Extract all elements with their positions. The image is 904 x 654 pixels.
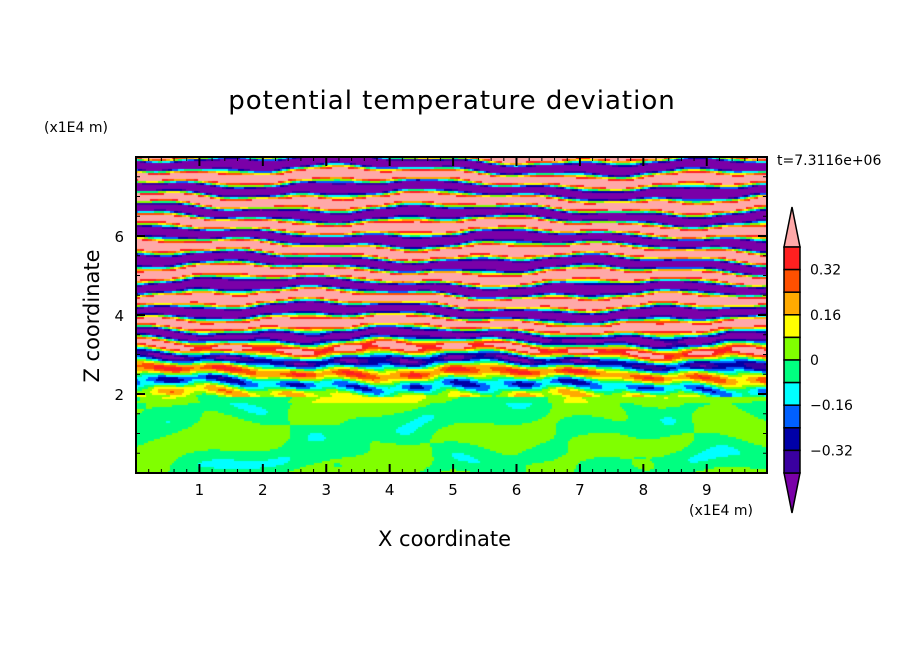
colorbar-upper-extension xyxy=(783,206,801,248)
colorbar-swatch xyxy=(783,291,801,316)
colorbar-swatch xyxy=(783,427,801,452)
plot-frame xyxy=(135,156,768,474)
colorbar-swatch xyxy=(783,246,801,271)
x-axis-label: X coordinate xyxy=(378,527,512,551)
x-unit-label: (x1E4 m) xyxy=(689,503,753,519)
colorbar-swatch xyxy=(783,268,801,293)
x-tick-label: 4 xyxy=(385,481,395,499)
x-tick-label: 9 xyxy=(702,481,712,499)
colorbar-swatch xyxy=(783,359,801,384)
time-label: t=7.3116e+06 xyxy=(777,153,882,169)
x-tick-label: 1 xyxy=(195,481,205,499)
x-tick-label: 6 xyxy=(512,481,522,499)
colorbar-label: 0.16 xyxy=(810,308,841,324)
colorbar-lower-extension xyxy=(783,472,801,514)
x-tick-label: 8 xyxy=(639,481,649,499)
heatmap-field xyxy=(136,157,767,473)
y-tick-label: 4 xyxy=(114,307,124,325)
colorbar-label: −0.32 xyxy=(810,443,853,459)
chart-title: potential temperature deviation xyxy=(228,86,676,116)
colorbar-label: 0 xyxy=(810,353,819,369)
x-tick-label: 2 xyxy=(258,481,268,499)
y-unit-label: (x1E4 m) xyxy=(44,120,108,136)
y-tick-label: 6 xyxy=(114,228,124,246)
x-tick-label: 5 xyxy=(448,481,458,499)
x-tick-label: 3 xyxy=(321,481,331,499)
colorbar-swatch xyxy=(783,404,801,429)
colorbar-swatch xyxy=(783,449,801,474)
colorbar-swatch xyxy=(783,314,801,339)
x-tick-label: 7 xyxy=(575,481,585,499)
colorbar-label: −0.16 xyxy=(810,398,853,414)
colorbar-label: 0.32 xyxy=(810,263,841,279)
colorbar-swatch xyxy=(783,336,801,361)
y-tick-label: 2 xyxy=(114,386,124,404)
colorbar-swatch xyxy=(783,381,801,406)
